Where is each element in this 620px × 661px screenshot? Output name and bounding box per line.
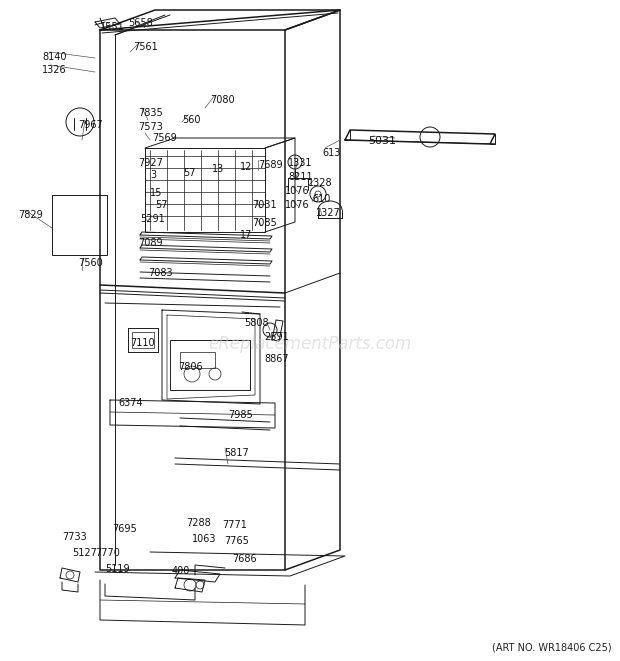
Text: 7695: 7695 <box>112 524 137 534</box>
Text: 1551: 1551 <box>100 22 125 32</box>
Text: 6374: 6374 <box>118 398 143 408</box>
Text: 57: 57 <box>183 168 195 178</box>
Text: 560: 560 <box>182 115 200 125</box>
Text: 7770: 7770 <box>95 548 120 558</box>
Text: 5031: 5031 <box>368 136 396 146</box>
Text: 7569: 7569 <box>152 133 177 143</box>
Text: 5817: 5817 <box>224 448 249 458</box>
Text: 7835: 7835 <box>138 108 162 118</box>
Text: 7083: 7083 <box>148 268 172 278</box>
Text: 13: 13 <box>212 164 224 174</box>
Text: 1076: 1076 <box>285 200 309 210</box>
Text: 7985: 7985 <box>228 410 253 420</box>
Text: 7085: 7085 <box>252 218 277 228</box>
Text: 7927: 7927 <box>138 158 163 168</box>
Text: 7806: 7806 <box>178 362 203 372</box>
Text: 12: 12 <box>240 162 252 172</box>
Text: 57: 57 <box>155 200 167 210</box>
Text: 610: 610 <box>312 194 330 204</box>
Text: 7686: 7686 <box>232 554 257 564</box>
Text: (ART NO. WR18406 C25): (ART NO. WR18406 C25) <box>492 643 612 653</box>
Text: 8867: 8867 <box>264 354 289 364</box>
Text: 1076: 1076 <box>285 186 309 196</box>
Text: 3: 3 <box>150 170 156 180</box>
Text: 7829: 7829 <box>18 210 43 220</box>
Text: 7765: 7765 <box>224 536 249 546</box>
Text: 7089: 7089 <box>138 238 162 248</box>
Text: 7560: 7560 <box>78 258 103 268</box>
Text: 5808: 5808 <box>244 318 268 328</box>
Text: 15: 15 <box>150 188 162 198</box>
Text: 7080: 7080 <box>210 95 234 105</box>
Text: 7733: 7733 <box>62 532 87 542</box>
Text: 7689: 7689 <box>258 160 283 170</box>
Text: 1327: 1327 <box>316 208 341 218</box>
Text: 5119: 5119 <box>105 564 130 574</box>
Text: eReplacementParts.com: eReplacementParts.com <box>208 334 412 353</box>
Text: 1063: 1063 <box>192 534 216 544</box>
Text: 5291: 5291 <box>140 214 165 224</box>
Text: 7031: 7031 <box>252 200 277 210</box>
Text: 7967: 7967 <box>78 120 103 130</box>
Text: 7288: 7288 <box>186 518 211 528</box>
Text: 1326: 1326 <box>42 65 66 75</box>
Text: 613: 613 <box>322 148 340 158</box>
Text: 7110: 7110 <box>130 338 154 348</box>
Text: 8140: 8140 <box>42 52 66 62</box>
Text: 17: 17 <box>240 230 252 240</box>
Text: 2591: 2591 <box>264 332 289 342</box>
Text: 8211: 8211 <box>288 172 312 182</box>
Text: 5658: 5658 <box>128 18 153 28</box>
Text: 1331: 1331 <box>288 158 312 168</box>
Text: 7573: 7573 <box>138 122 163 132</box>
Text: 5127: 5127 <box>72 548 97 558</box>
Text: 1328: 1328 <box>308 178 332 188</box>
Text: 7771: 7771 <box>222 520 247 530</box>
Text: 400: 400 <box>172 566 190 576</box>
Text: 7561: 7561 <box>133 42 157 52</box>
